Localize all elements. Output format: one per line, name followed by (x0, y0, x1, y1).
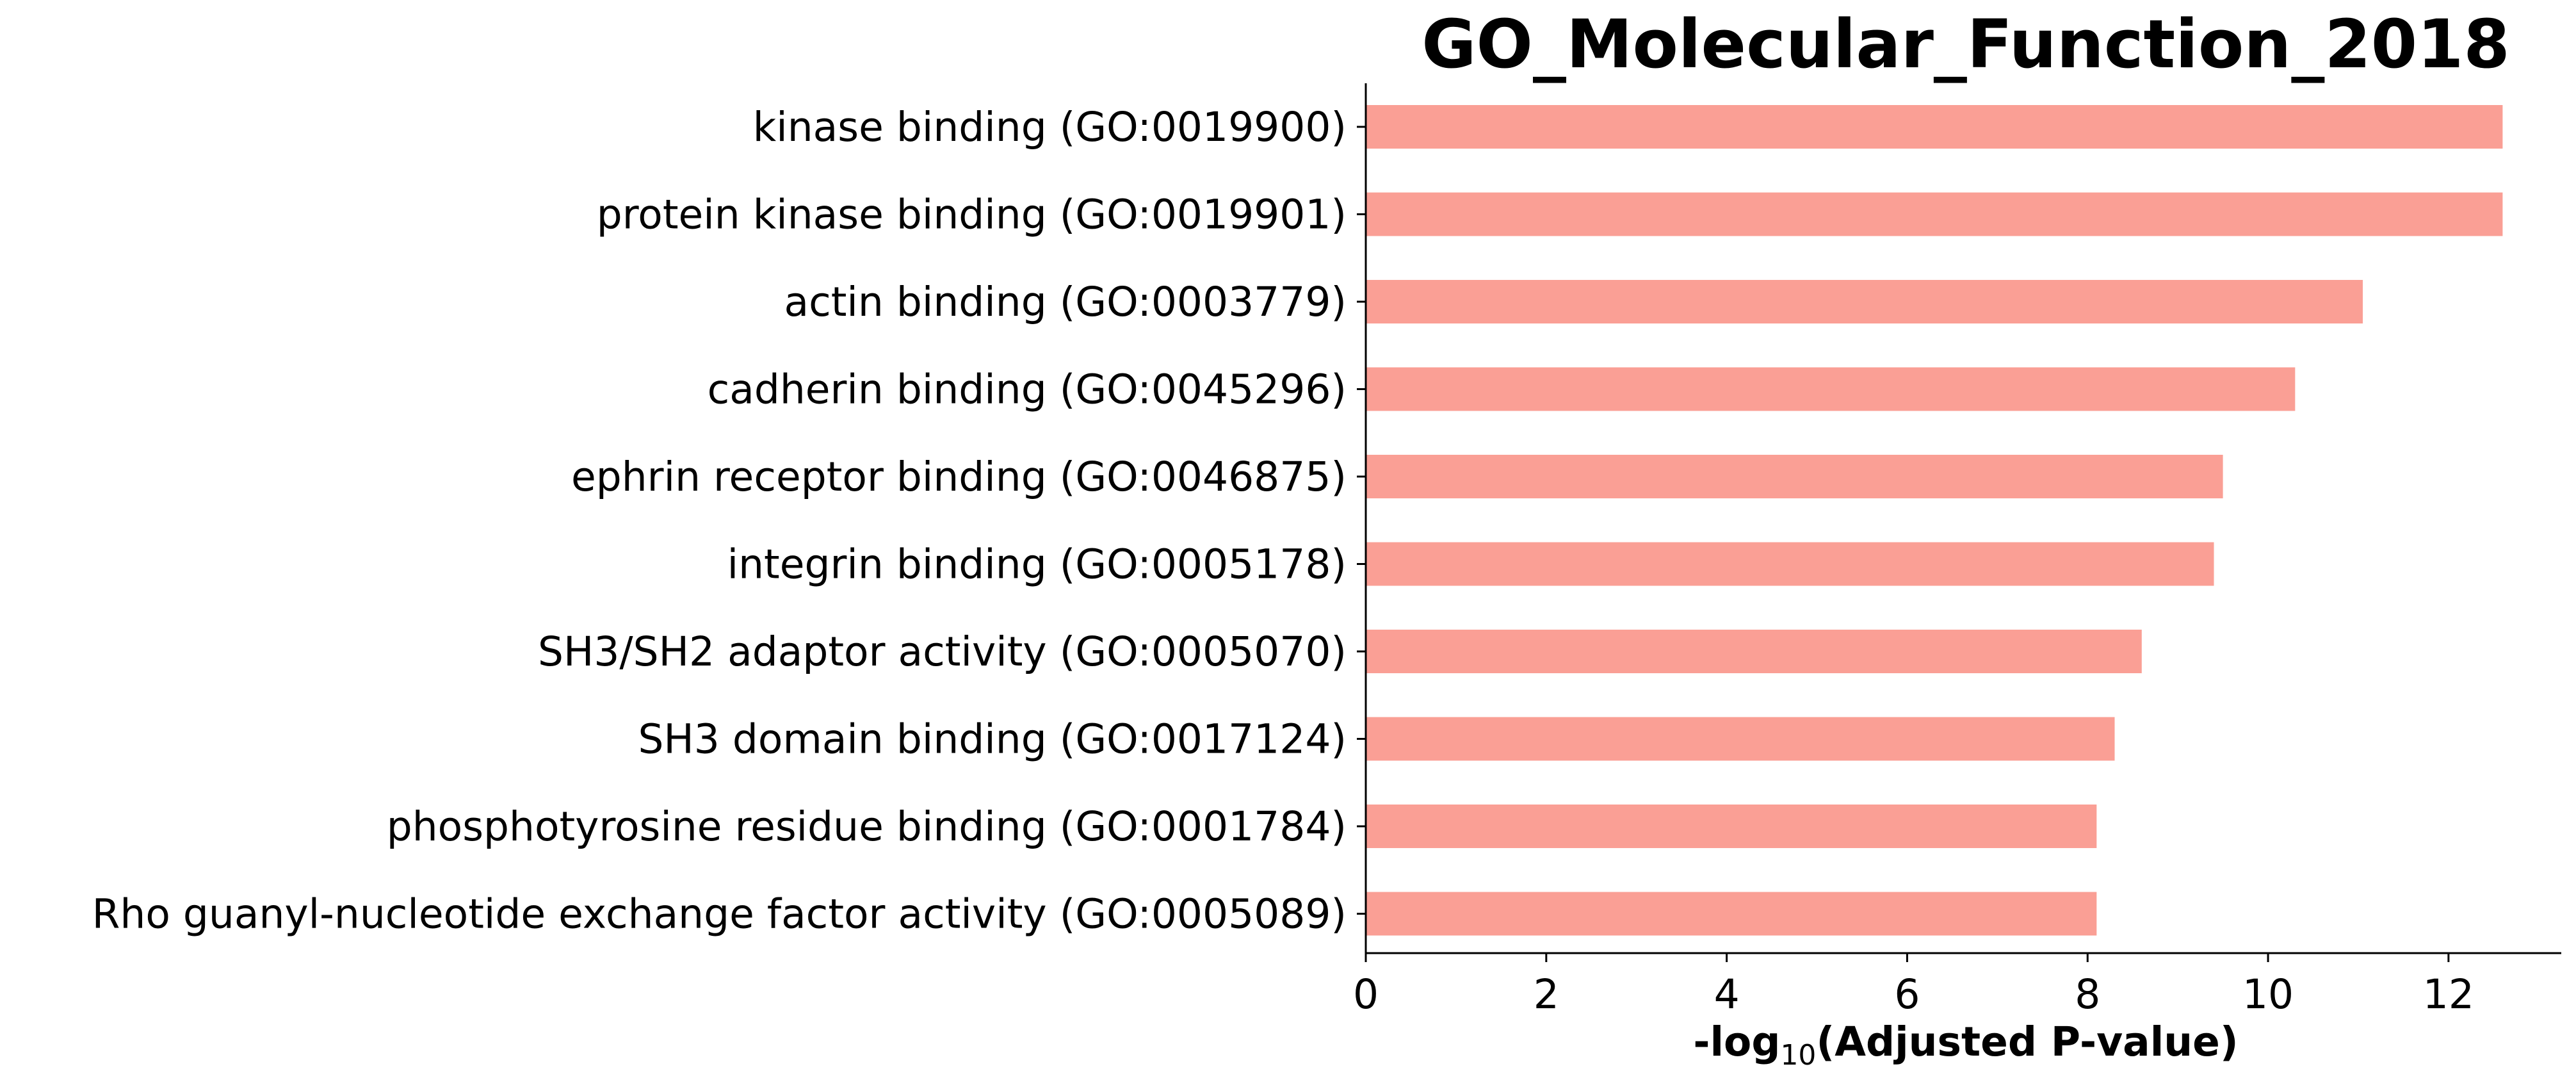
x-tick-label: 8 (2075, 971, 2100, 1018)
bar (1366, 892, 2097, 936)
x-axis-label: -log10(Adjusted P-value) (1693, 1018, 2238, 1072)
bar (1366, 630, 2142, 673)
chart-title: GO_Molecular_Function_2018 (1422, 5, 2510, 83)
category-label: cadherin binding (GO:0045296) (708, 366, 1347, 413)
category-label: kinase binding (GO:0019900) (753, 104, 1347, 151)
category-labels: kinase binding (GO:0019900) protein kinas… (92, 104, 1347, 938)
category-label: phosphotyrosine residue binding (GO:0001… (387, 803, 1347, 850)
bar (1366, 455, 2223, 498)
bar (1366, 192, 2503, 236)
bar (1366, 367, 2296, 411)
x-axis-label-subscript: 10 (1780, 1039, 1816, 1072)
bar (1366, 542, 2214, 586)
bar (1366, 717, 2115, 761)
category-label: SH3 domain binding (GO:0017124) (638, 716, 1347, 763)
x-axis-label-suffix: (Adjusted P-value) (1816, 1018, 2238, 1065)
x-ticks: 0 2 4 6 8 10 12 (1353, 953, 2474, 1018)
x-tick-label: 0 (1353, 971, 1379, 1018)
bars-layer (1366, 105, 2503, 936)
x-tick-label: 4 (1714, 971, 1740, 1018)
x-tick-label: 10 (2242, 971, 2294, 1018)
x-tick-label: 2 (1534, 971, 1559, 1018)
category-label: Rho guanyl-nucleotide exchange factor ac… (92, 891, 1347, 938)
x-tick-label: 12 (2423, 971, 2474, 1018)
bar (1366, 280, 2363, 323)
category-label: protein kinase binding (GO:0019901) (597, 192, 1347, 238)
category-label: ephrin receptor binding (GO:0046875) (571, 454, 1347, 500)
category-label: actin binding (GO:0003779) (784, 279, 1347, 325)
bar (1366, 105, 2503, 149)
category-label: SH3/SH2 adaptor activity (GO:0005070) (538, 628, 1347, 675)
bar (1366, 805, 2097, 848)
x-tick-label: 6 (1894, 971, 1920, 1018)
category-label: integrin binding (GO:0005178) (727, 541, 1347, 588)
x-axis-label-prefix: -log (1693, 1018, 1780, 1065)
axes (1357, 83, 2561, 954)
